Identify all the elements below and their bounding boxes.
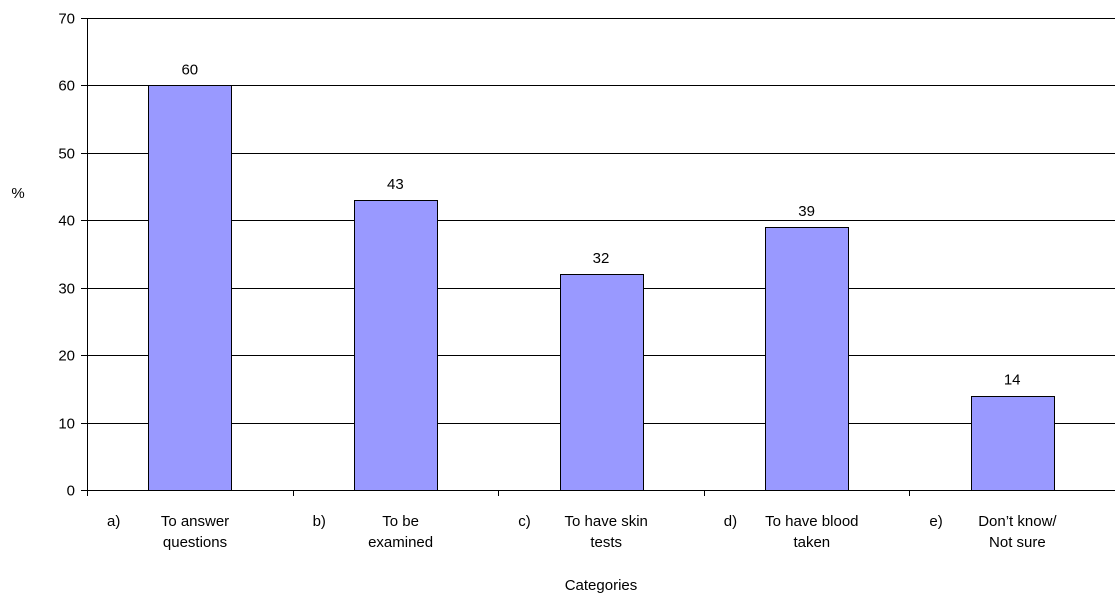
category-label: tests (590, 534, 622, 551)
data-label: 14 (1004, 372, 1021, 389)
category-label: To have skin (565, 513, 648, 530)
y-tick-label: 10 (58, 416, 75, 433)
category-letter: c) (518, 513, 531, 530)
category-label: To answer (161, 513, 229, 530)
category-label: taken (793, 534, 830, 551)
data-label: 39 (798, 203, 815, 220)
y-tick-label: 20 (58, 348, 75, 365)
category-label: To be (382, 513, 419, 530)
x-axis-title: Categories (565, 577, 638, 594)
y-tick-label: 0 (67, 483, 75, 500)
bars (148, 85, 1055, 491)
axes (81, 18, 1115, 496)
y-axis-title: % (11, 185, 24, 202)
category-label: examined (368, 534, 433, 551)
bar (765, 227, 849, 491)
category-label: Don’t know/ (978, 513, 1057, 530)
y-tick-labels: 0 10 20 30 40 50 60 70 (58, 11, 75, 500)
data-label: 43 (387, 176, 404, 193)
data-label: 60 (181, 61, 198, 78)
category-letter: e) (929, 513, 942, 530)
bar (971, 396, 1055, 491)
category-label: Not sure (989, 534, 1046, 551)
bar (560, 274, 644, 491)
y-tick-label: 40 (58, 213, 75, 230)
category-labels: a) To answer questions b) To be examined c) To … (107, 513, 1057, 551)
category-letter: b) (313, 513, 326, 530)
category-letter: d) (724, 513, 737, 530)
y-tick-label: 50 (58, 146, 75, 163)
y-tick-label: 60 (58, 78, 75, 95)
category-letter: a) (107, 513, 120, 530)
category-label: To have blood (765, 513, 858, 530)
category-label: questions (163, 534, 227, 551)
data-label: 32 (593, 250, 610, 267)
bar (148, 85, 232, 491)
data-labels: 60 43 32 39 14 (181, 61, 1020, 388)
y-tick-label: 70 (58, 11, 75, 28)
bar (354, 200, 438, 491)
y-tick-label: 30 (58, 281, 75, 298)
